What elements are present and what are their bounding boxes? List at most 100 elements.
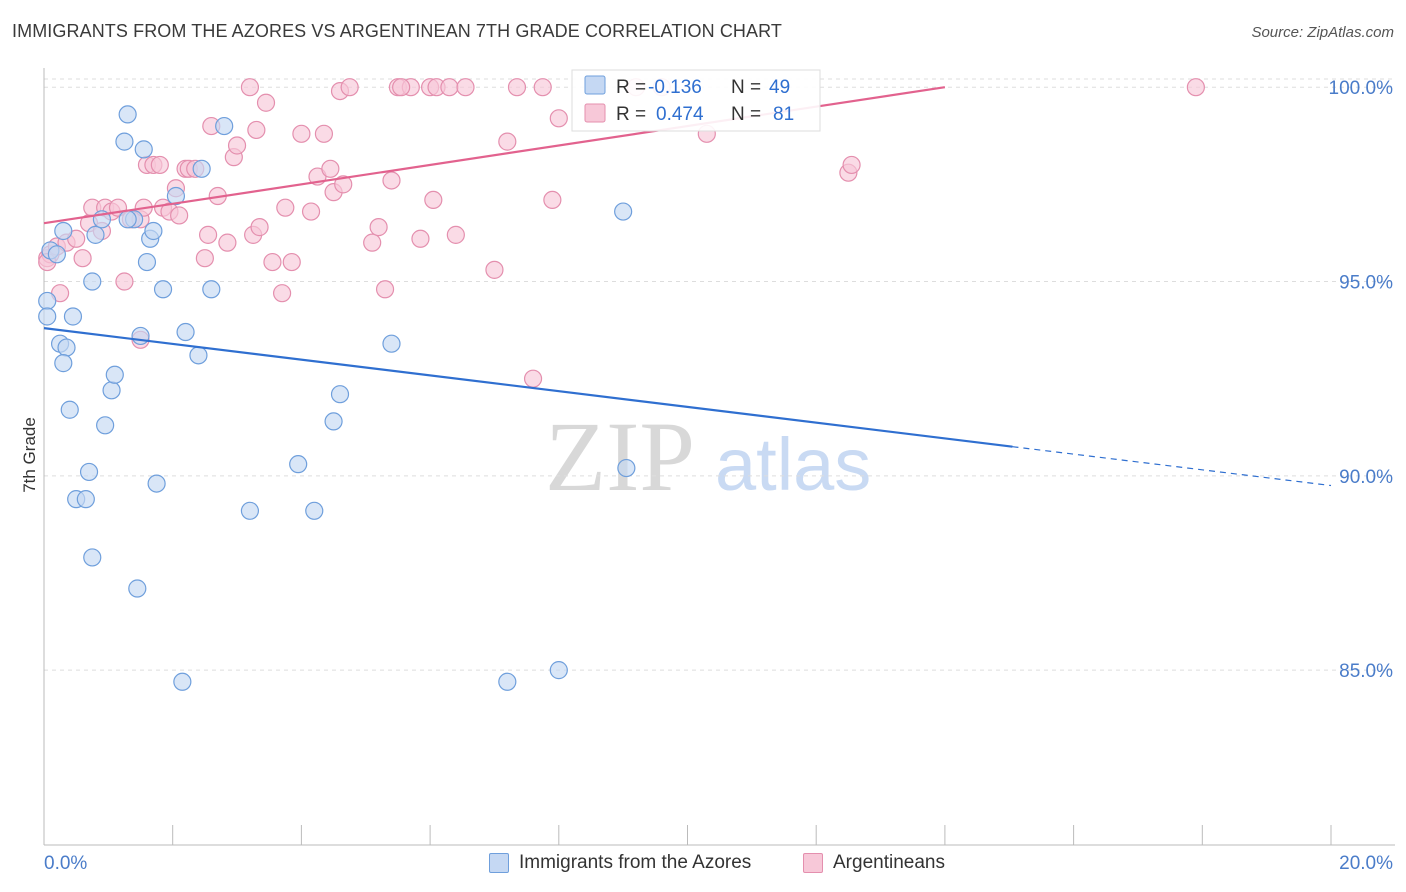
argentinean-point <box>842 155 861 175</box>
legend-item-azores: Immigrants from the Azores <box>489 852 751 874</box>
azores-point <box>63 307 83 326</box>
stats-r-value-argentineans: 0.474 <box>656 104 704 125</box>
azores-point <box>76 490 95 509</box>
y-tick-label: 85.0% <box>1339 661 1393 682</box>
azores-point <box>60 400 79 419</box>
y-tick-label: 95.0% <box>1339 273 1393 294</box>
azores-point <box>96 416 115 435</box>
stats-swatch-azores <box>584 75 606 95</box>
azores-point <box>102 381 121 400</box>
argentinean-point <box>424 190 443 210</box>
azores-point <box>614 202 633 221</box>
azores-point <box>54 221 73 241</box>
argentinean-point <box>375 280 395 299</box>
argentinean-point <box>1186 78 1205 97</box>
azores-point <box>330 385 350 404</box>
argentinean-point <box>301 202 321 221</box>
azores-point <box>240 501 260 520</box>
stats-r-label-azores: R = <box>616 77 646 98</box>
azores-point <box>83 548 102 567</box>
azores-point <box>498 672 517 691</box>
argentinean-point <box>150 155 169 175</box>
stats-n-value-argentineans: 81 <box>773 104 794 125</box>
argentinean-point <box>321 159 340 178</box>
argentinean-point <box>256 93 276 112</box>
azores-point <box>38 307 57 326</box>
argentinean-point <box>240 78 260 97</box>
azores-point <box>118 105 137 124</box>
azores-point <box>189 346 208 365</box>
legend-label-azores: Immigrants from the Azores <box>519 852 752 873</box>
argentinean-point <box>292 124 311 143</box>
y-tick-label: 100.0% <box>1329 78 1394 99</box>
azores-point <box>131 326 150 346</box>
azores-point <box>173 672 192 691</box>
y-axis-label: 7th Grade <box>20 417 39 493</box>
azores-point <box>289 455 308 474</box>
azores-point <box>118 210 137 229</box>
argentinean-point <box>498 132 517 151</box>
argentinean-point <box>314 124 334 143</box>
stats-n-value-azores: 49 <box>769 77 790 98</box>
azores-point <box>79 462 99 482</box>
argentinean-point <box>272 284 292 303</box>
stats-n-label-argentineans: N = <box>731 104 761 125</box>
argentinean-point <box>392 78 411 97</box>
azores-point <box>305 501 324 520</box>
azores-point <box>617 458 636 478</box>
argentinean-point <box>507 78 527 97</box>
azores-point <box>176 322 195 342</box>
x-tick-label: 0.0% <box>44 853 87 874</box>
watermark-atlas: atlas <box>715 423 871 506</box>
azores-point <box>202 280 221 299</box>
argentinean-point <box>218 233 237 252</box>
stats-box: R = -0.136 N = 49 R = 0.474 N = 81 <box>571 69 821 132</box>
source-credit: Source: ZipAtlas.com <box>1251 24 1394 41</box>
argentinean-point <box>334 175 353 194</box>
azores-point <box>86 225 105 244</box>
azores-point <box>153 280 173 299</box>
legend-swatch-azores <box>489 853 509 873</box>
azores-point <box>192 159 211 178</box>
azores-point <box>83 272 102 291</box>
argentinean-point <box>115 272 134 291</box>
azores-point <box>147 474 166 493</box>
azores-point <box>137 252 157 272</box>
argentinean-point <box>73 249 92 268</box>
azores-point <box>115 132 134 151</box>
stats-n-label-azores: N = <box>731 77 761 98</box>
argentinean-point <box>543 190 562 210</box>
argentinean-point <box>227 136 247 155</box>
legend-swatch-argentineans <box>803 853 823 873</box>
argentinean-point <box>363 233 382 252</box>
chart-title: IMMIGRANTS FROM THE AZORES VS ARGENTINEA… <box>12 21 782 41</box>
legend-label-argentineans: Argentineans <box>833 852 945 873</box>
azores-point <box>549 661 568 680</box>
argentinean-point <box>382 171 401 190</box>
argentinean-point <box>170 206 189 225</box>
azores-point <box>47 245 66 264</box>
argentinean-point <box>195 249 214 268</box>
azores-point <box>57 338 76 357</box>
azores-point <box>128 579 147 598</box>
argentinean-point <box>485 260 504 279</box>
stats-r-label-argentineans: R = <box>616 104 646 125</box>
azores-point <box>215 116 234 136</box>
azores-point <box>166 186 186 206</box>
azores-point <box>38 291 57 311</box>
argentinean-point <box>250 218 269 237</box>
argentinean-point <box>549 109 568 128</box>
argentinean-point <box>440 78 459 97</box>
argentinean-point <box>533 78 552 97</box>
azores-points <box>38 105 636 691</box>
argentinean-point <box>446 225 465 244</box>
stats-r-value-azores: -0.136 <box>648 77 702 98</box>
azores-point <box>144 221 163 241</box>
argentinean-point <box>276 198 295 217</box>
azores-point <box>324 412 343 431</box>
azores-trend-line <box>43 327 1013 448</box>
argentinean-point <box>411 229 430 248</box>
azores-point <box>105 365 124 384</box>
gridlines <box>44 78 1395 671</box>
watermark: ZIP atlas <box>545 401 871 512</box>
